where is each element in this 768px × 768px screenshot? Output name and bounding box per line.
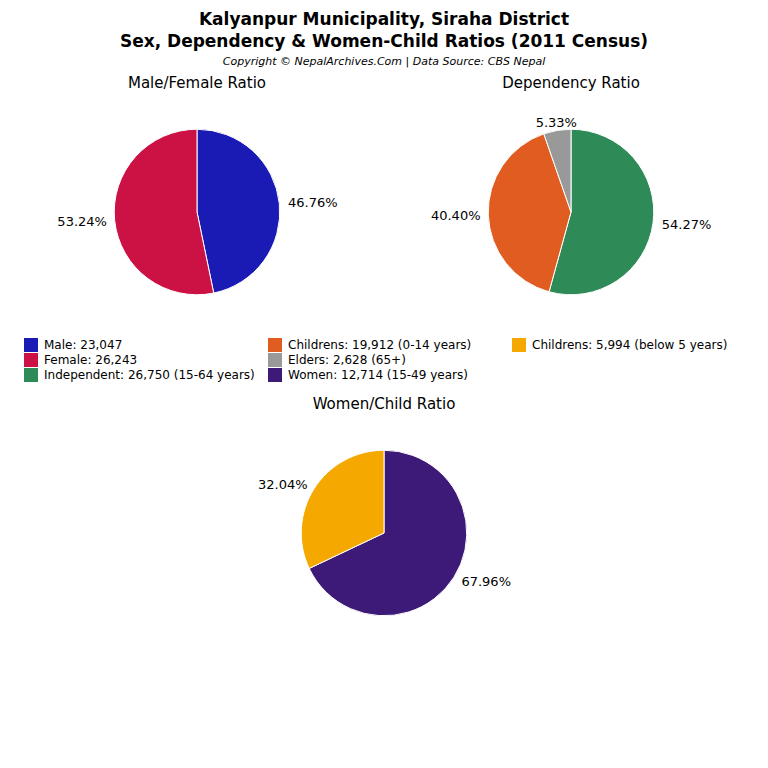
html-text:Dependency Ratio: Dependency Ratio [502, 74, 640, 92]
html-text:Women/Child Ratio: Women/Child Ratio [312, 395, 456, 413]
html-text:Male: 23,047: Male: 23,047 [44, 338, 123, 352]
html-text:Childrens: 5,994 (below 5 year: Childrens: 5,994 (below 5 years) [532, 338, 728, 352]
html-text:Independent: 26,750 (15-64 yea: Independent: 26,750 (15-64 years) [44, 368, 255, 382]
svg-text:40.40%: 40.40% [431, 208, 481, 223]
html-text:Female: 26,243: Female: 26,243 [44, 353, 138, 367]
svg-text:46.76%: 46.76% [288, 195, 338, 210]
svg-text:32.04%: 32.04% [258, 477, 308, 492]
svg-text:67.96%: 67.96% [461, 574, 511, 589]
svg-text:5.33%: 5.33% [536, 115, 577, 130]
html-text:Elders: 2,628 (65+): Elders: 2,628 (65+) [288, 353, 406, 367]
svg-text:53.24%: 53.24% [57, 214, 107, 229]
html-text:Kalyanpur Municipality, Siraha: Kalyanpur Municipality, Siraha District [198, 9, 570, 29]
svg-text:54.27%: 54.27% [662, 217, 712, 232]
html-text:Copyright © NepalArchives.Com: Copyright © NepalArchives.Com | Data Sou… [222, 55, 546, 68]
html-text:Childrens: 19,912 (0-14 years): Childrens: 19,912 (0-14 years) [288, 338, 472, 352]
html-text:Sex, Dependency & Women-Child: Sex, Dependency & Women-Child Ratios (20… [119, 31, 649, 51]
html-text:Women: 12,714 (15-49 years): Women: 12,714 (15-49 years) [288, 368, 468, 382]
html-text:Male/Female Ratio: Male/Female Ratio [127, 74, 266, 92]
